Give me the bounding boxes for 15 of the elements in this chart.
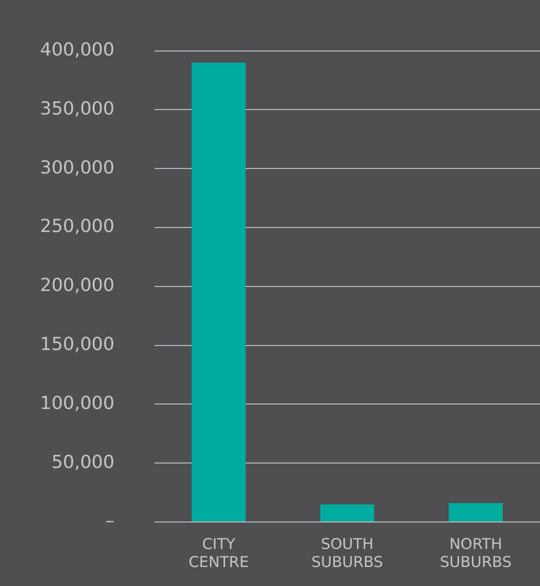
y-tick-label: 100,000 — [40, 392, 114, 414]
bar — [448, 503, 503, 522]
y-tick-label: – — [105, 510, 114, 532]
y-tick-label: 350,000 — [40, 98, 114, 120]
x-tick-label: SOUTH SUBURBS — [311, 534, 384, 571]
y-tick-label: 50,000 — [51, 452, 114, 473]
bar — [192, 62, 246, 522]
y-tick-label: 400,000 — [40, 39, 114, 60]
y-tick-label: 200,000 — [40, 275, 114, 296]
y-tick-label: 150,000 — [40, 334, 114, 355]
y-tick-label: 250,000 — [40, 216, 114, 238]
y-tick-label: 300,000 — [40, 157, 114, 178]
x-tick-label: CITY CENTRE — [188, 534, 249, 571]
bar — [320, 504, 374, 522]
x-tick-label: NORTH SUBURBS — [440, 534, 512, 571]
